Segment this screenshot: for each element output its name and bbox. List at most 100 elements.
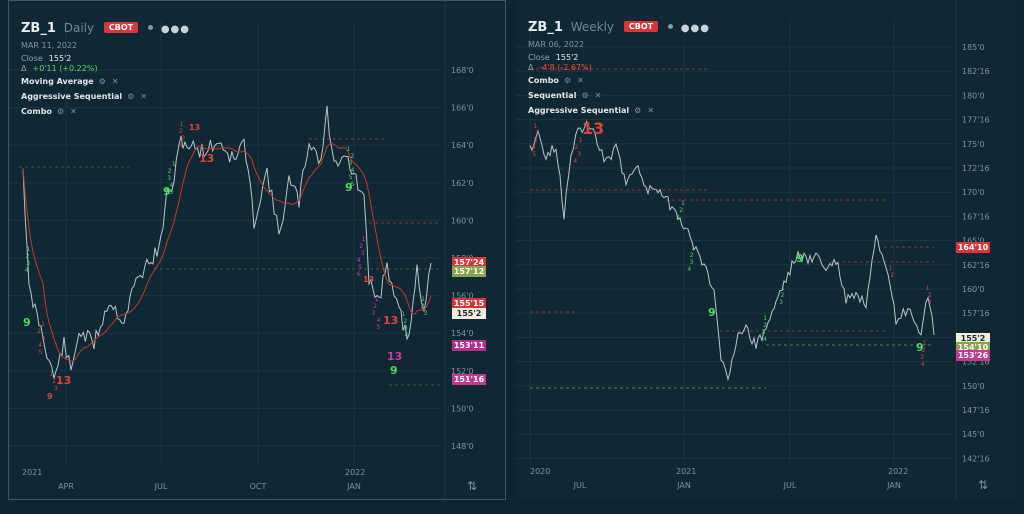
symbol-label[interactable]: ZB_1 [528, 20, 563, 35]
setup-count-label: 5 [377, 324, 381, 331]
setup-count-label: 4 [179, 142, 183, 149]
setup-count-label: 2 [373, 303, 377, 310]
setup-count-label: 4 [687, 266, 691, 273]
price-tag: 164'10 [956, 242, 990, 253]
indicator-aggressive-sequential[interactable]: Aggressive Sequential ⚙ ✕ [528, 106, 654, 115]
daily-chart-canvas[interactable]: 168'0166'0164'0162'0160'0158'0156'0154'0… [9, 1, 507, 501]
setup-count-label: 3 [779, 299, 783, 306]
close-icon[interactable]: ✕ [70, 107, 77, 116]
setup-count-label: 3 [761, 329, 765, 336]
y-tick-label: 147'16 [962, 406, 990, 415]
sequential-count-marker: 9 [916, 341, 924, 354]
close-icon[interactable]: ✕ [140, 92, 148, 101]
setup-count-label: 3 [167, 175, 171, 182]
more-dots-icon[interactable]: ●●● [160, 24, 190, 35]
setup-count-label: 2 [37, 328, 41, 335]
y-tick-label: 152'0 [451, 367, 474, 376]
setup-count-label: 3 [41, 335, 45, 342]
setup-count-label: 2 [421, 303, 425, 310]
x-year-label: 2022 [345, 468, 365, 477]
weekly-chart-canvas[interactable]: 185'0 182'16 180'0 177'16 175'0 172'16 170'0 16… [516, 0, 1016, 500]
close-value: 155'2 [555, 53, 579, 62]
gear-icon[interactable]: ⚙ [634, 106, 642, 115]
setup-count-label: 1 [533, 123, 537, 130]
setup-count-label: 1 [681, 200, 685, 207]
gear-icon[interactable]: ⚙ [563, 76, 572, 85]
setup-count-label: 6 [350, 181, 354, 188]
setup-count-label: 3 [577, 151, 581, 158]
y-tick-label: 145'0 [962, 430, 985, 439]
setup-count-label: 2 [168, 168, 172, 175]
more-dots-icon[interactable]: ●●● [680, 23, 710, 34]
x-month-label: JUL [573, 481, 587, 490]
price-tag: 154'10 [956, 342, 990, 353]
x-month-label: JAN [676, 481, 691, 490]
sequential-count-marker: 13 [387, 350, 402, 363]
symbol-label[interactable]: ZB_1 [21, 21, 56, 36]
setup-count-label: 1 [362, 236, 366, 243]
setup-count-label: 4 [763, 336, 767, 343]
setup-count-label: 3 [54, 385, 58, 392]
indicator-sequential[interactable]: Sequential ⚙ ✕ [528, 91, 601, 100]
setup-count-label: 1 [49, 371, 53, 378]
gear-icon[interactable]: ⚙ [127, 92, 135, 101]
sequential-count-marker: 9 [708, 306, 716, 319]
change-readout: Δ -4'8 (-2.67%) [528, 63, 592, 72]
setup-count-label: 1 [375, 296, 379, 303]
x-month-label: JAN [886, 481, 901, 490]
setup-count-label: 2 [404, 318, 408, 325]
setup-count-label: 2 [350, 153, 354, 160]
sequential-count-marker: 13 [199, 152, 214, 165]
sequential-count-marker: 9 [163, 185, 171, 198]
timeframe-label[interactable]: Daily [63, 21, 95, 35]
indicator-label: Aggressive Sequential [21, 92, 123, 101]
gear-icon[interactable]: ⚙ [56, 107, 65, 116]
sequential-count-marker: 9 [390, 364, 398, 377]
y-tick-label: 166'0 [451, 104, 474, 113]
sequential-count-marker: 9 [47, 392, 53, 401]
y-tick-label: 185'0 [962, 43, 985, 52]
weekly-chart-panel[interactable]: 185'0 182'16 180'0 177'16 175'0 172'16 170'0 16… [516, 0, 1016, 500]
indicator-aggressive-sequential[interactable]: Aggressive Sequential ⚙ ✕ [21, 92, 147, 101]
price-tag: 155'2 [956, 333, 990, 344]
exchange-badge: CBOT [623, 21, 659, 32]
gear-icon[interactable]: ⚙ [581, 91, 589, 100]
indicator-combo[interactable]: Combo ⚙ ✕ [528, 76, 584, 85]
x-month-label: JUL [783, 481, 797, 490]
setup-count-label: 4 [921, 361, 925, 368]
sequential-count-marker: 13 [383, 314, 398, 327]
y-tick-label: 142'16 [962, 454, 990, 463]
y-tick-label: 156'0 [451, 292, 474, 301]
setup-count-label: 3 [349, 160, 353, 167]
swap-axis-icon[interactable]: ⇅ [467, 479, 478, 493]
close-icon[interactable]: ✕ [577, 76, 584, 85]
y-tick-label: 164'0 [451, 141, 474, 150]
close-icon[interactable]: ✕ [647, 106, 655, 115]
setup-count-label: 5 [169, 189, 173, 196]
gear-icon[interactable]: ⚙ [98, 77, 106, 86]
setup-count-label: 5 [532, 151, 536, 158]
exchange-badge: CBOT [103, 22, 139, 33]
close-icon[interactable]: ✕ [594, 91, 602, 100]
y-tick-label: 182'16 [962, 67, 990, 76]
swap-axis-icon[interactable]: ⇅ [978, 478, 989, 492]
x-year-label: 2020 [530, 467, 550, 476]
daily-chart-panel[interactable]: 168'0166'0164'0162'0160'0158'0156'0154'0… [8, 0, 507, 501]
indicator-moving-average[interactable]: Moving Average ⚙ ✕ [21, 77, 119, 86]
close-icon[interactable]: ✕ [111, 77, 119, 86]
setup-count-label: 4 [351, 167, 355, 174]
setup-count-label: 3 [371, 310, 375, 317]
timeframe-label[interactable]: Weekly [570, 20, 615, 34]
chart-header: ZB_1 Weekly CBOT ●●● [528, 20, 710, 35]
setup-count-label: 1 [923, 340, 927, 347]
y-tick-label: 172'16 [962, 164, 990, 173]
y-tick-label: 180'0 [962, 91, 985, 100]
setup-count-label: 4 [532, 144, 536, 151]
indicator-combo[interactable]: Combo ⚙ ✕ [21, 107, 77, 116]
setup-count-label: 4 [404, 332, 408, 339]
setup-count-label: 2 [179, 128, 183, 135]
setup-count-label: 1 [41, 321, 45, 328]
setup-count-label: 2 [890, 272, 894, 279]
setup-count-label: 3 [533, 137, 537, 144]
setup-count-label: 2 [763, 322, 767, 329]
